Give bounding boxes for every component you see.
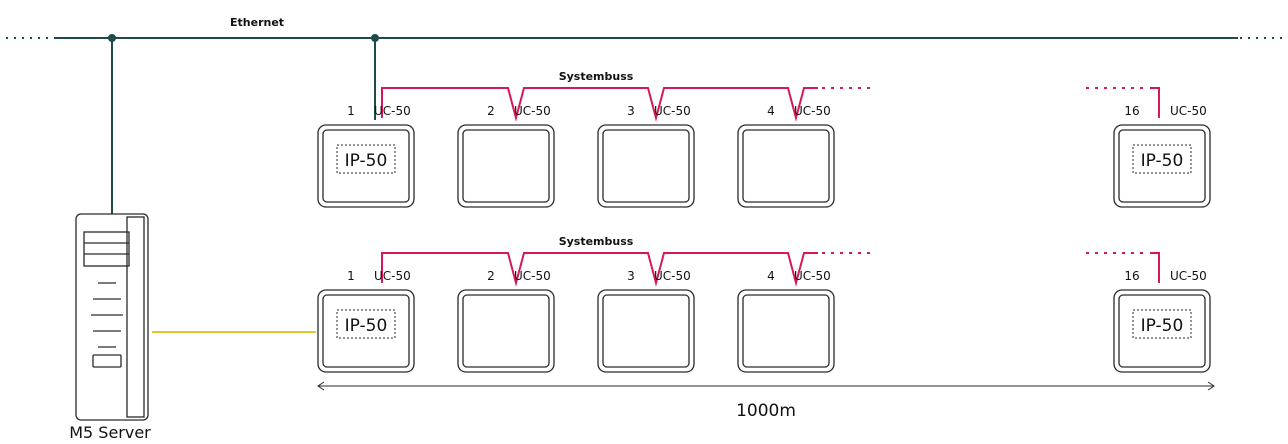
controller-model-label: UC-50: [374, 104, 411, 118]
controller-box: [457, 124, 555, 208]
controller-unit: 4 UC-50: [737, 269, 835, 373]
systembuss-line: [381, 87, 1160, 122]
controller-model-label: UC-50: [1170, 269, 1207, 283]
server-label: M5 Server: [69, 423, 151, 442]
controller-model-label: UC-50: [654, 104, 691, 118]
ethernet-label: Ethernet: [230, 16, 284, 29]
controller-unit: 4 UC-50: [737, 104, 835, 208]
controller-number: 2: [487, 269, 495, 283]
server-tower-icon: [75, 213, 149, 421]
controller-model-label: UC-50: [654, 269, 691, 283]
ip-module-box: [1132, 144, 1192, 174]
controller-number: 16: [1124, 104, 1139, 118]
controller-number: 4: [767, 104, 775, 118]
controller-number: 2: [487, 104, 495, 118]
controller-number: 1: [347, 269, 355, 283]
ip-module-label: IP-50: [1141, 151, 1184, 171]
ethernet-line: [6, 34, 1286, 214]
controller-box-inner: [602, 129, 690, 203]
controller-unit: 1 UC-50 IP-50: [317, 104, 415, 208]
controller-box-inner: [462, 294, 550, 368]
distance-label: 1000m: [736, 401, 796, 421]
controller-unit: 1 UC-50 IP-50: [317, 269, 415, 373]
controller-box: [737, 124, 835, 208]
systembuss-label: Systembuss: [559, 235, 634, 248]
controller-box: [457, 289, 555, 373]
controller-unit: 16 UC-50 IP-50: [1113, 104, 1211, 208]
controller-number: 3: [627, 104, 635, 118]
controller-model-label: UC-50: [1170, 104, 1207, 118]
ip-module-label: IP-50: [345, 316, 388, 336]
controller-unit: 2 UC-50: [457, 269, 555, 373]
controller-number: 1: [347, 104, 355, 118]
controller-model-label: UC-50: [794, 269, 831, 283]
controller-unit: 3 UC-50: [597, 104, 695, 208]
controller-model-label: UC-50: [514, 104, 551, 118]
controller-number: 4: [767, 269, 775, 283]
controller-box-inner: [1118, 129, 1206, 203]
controller-number: 3: [627, 269, 635, 283]
distance-arrow: [317, 381, 1215, 391]
controller-model-label: UC-50: [514, 269, 551, 283]
systembuss-line: [381, 252, 1160, 287]
controller-box-inner: [602, 294, 690, 368]
ip-module-box: [336, 144, 396, 174]
controller-unit: 3 UC-50: [597, 269, 695, 373]
controller-box-inner: [322, 294, 410, 368]
controller-box-inner: [1118, 294, 1206, 368]
controller-box: [737, 289, 835, 373]
controller-box-inner: [462, 129, 550, 203]
controller-model-label: UC-50: [374, 269, 411, 283]
controller-box-inner: [322, 129, 410, 203]
controller-number: 16: [1124, 269, 1139, 283]
controller-box-inner: [742, 294, 830, 368]
controller-model-label: UC-50: [794, 104, 831, 118]
controller-unit: 2 UC-50: [457, 104, 555, 208]
controller-box: [597, 124, 695, 208]
systembuss-label: Systembuss: [559, 70, 634, 83]
controller-unit: 16 UC-50 IP-50: [1113, 269, 1211, 373]
ip-module-label: IP-50: [1141, 316, 1184, 336]
ip-module-box: [336, 309, 396, 339]
ip-module-label: IP-50: [345, 151, 388, 171]
controller-box: [597, 289, 695, 373]
ip-module-box: [1132, 309, 1192, 339]
controller-box-inner: [742, 129, 830, 203]
